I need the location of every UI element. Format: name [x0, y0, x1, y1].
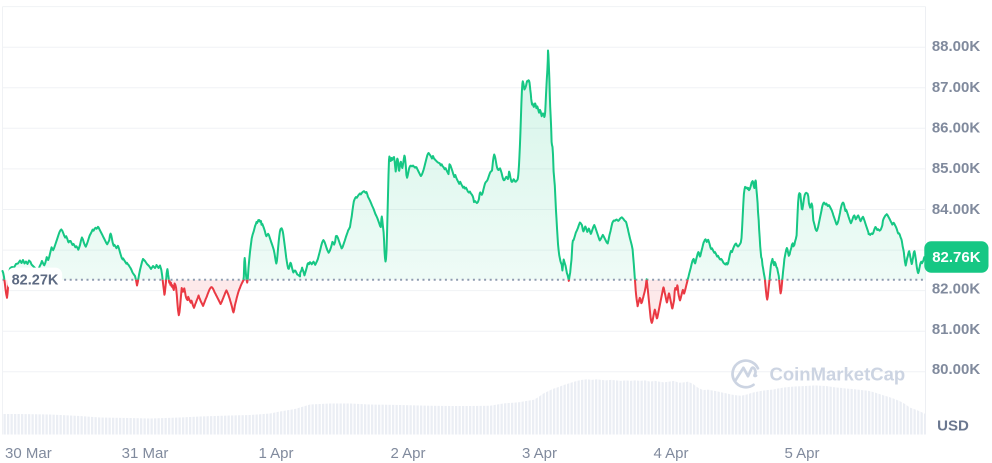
svg-text:4 Apr: 4 Apr [653, 445, 688, 462]
svg-text:CoinMarketCap: CoinMarketCap [770, 364, 906, 385]
svg-text:85.00K: 85.00K [932, 160, 981, 177]
svg-text:81.00K: 81.00K [932, 321, 981, 338]
svg-text:30 Mar: 30 Mar [5, 445, 52, 462]
svg-text:3 Apr: 3 Apr [522, 445, 557, 462]
svg-text:84.00K: 84.00K [932, 201, 981, 218]
svg-text:1 Apr: 1 Apr [258, 445, 293, 462]
svg-text:88.00K: 88.00K [932, 38, 981, 55]
svg-text:80.00K: 80.00K [932, 361, 981, 378]
svg-text:87.00K: 87.00K [932, 79, 981, 96]
svg-text:2 Apr: 2 Apr [390, 445, 425, 462]
svg-text:5 Apr: 5 Apr [784, 445, 819, 462]
svg-text:USD: USD [937, 418, 969, 435]
svg-text:82.00K: 82.00K [932, 281, 981, 298]
svg-text:31 Mar: 31 Mar [122, 445, 169, 462]
svg-text:82.27K: 82.27K [12, 272, 59, 288]
svg-text:82.76K: 82.76K [932, 249, 981, 266]
svg-text:86.00K: 86.00K [932, 120, 981, 137]
